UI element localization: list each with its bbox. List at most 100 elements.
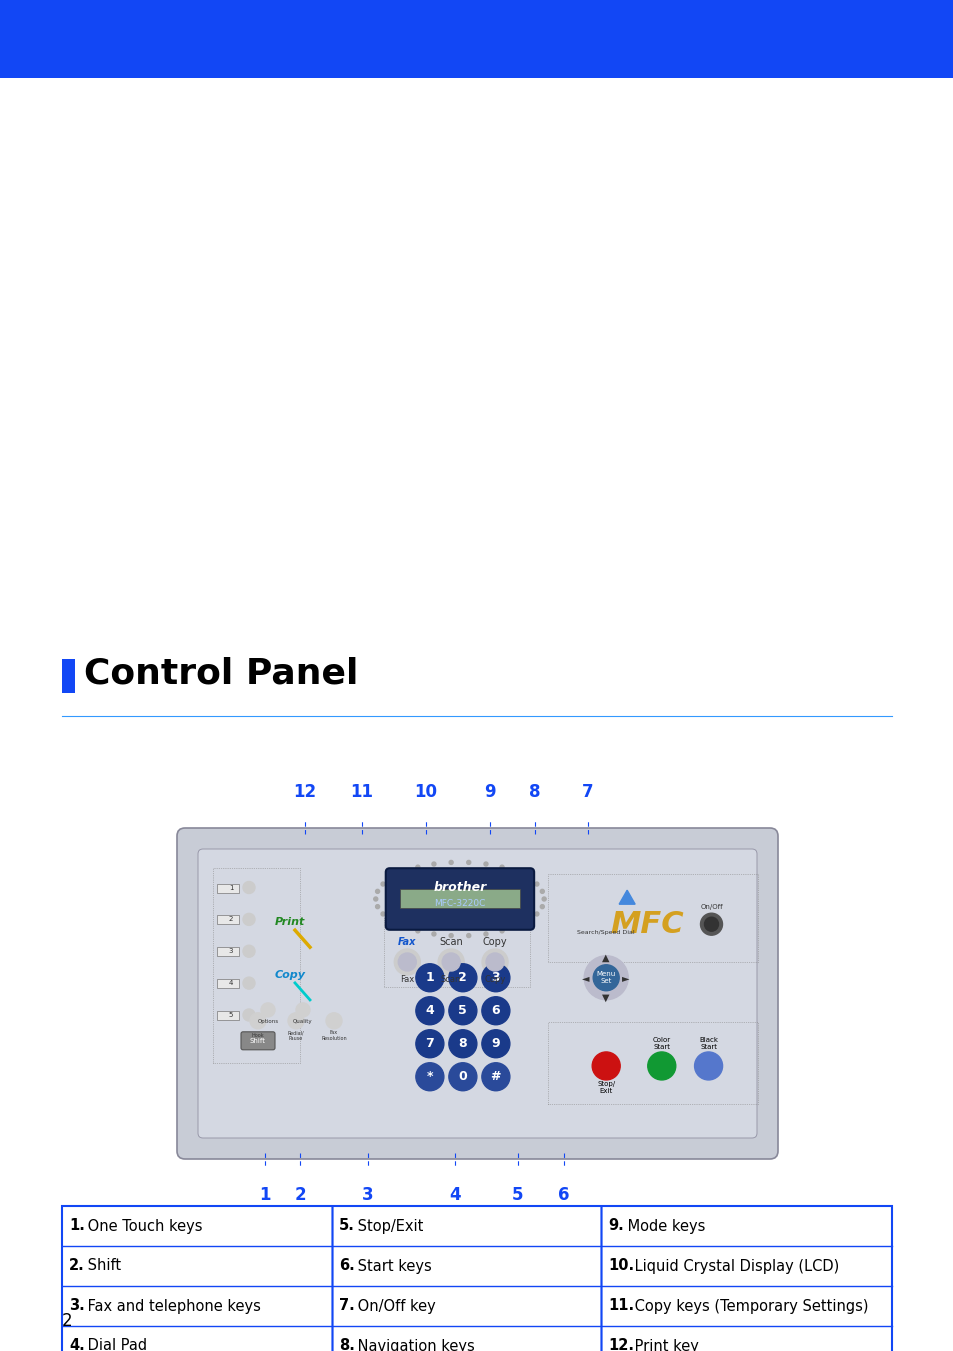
Text: Copy: Copy [482, 938, 507, 947]
FancyBboxPatch shape [177, 828, 778, 1159]
Bar [216, 916, 239, 924]
Circle shape [326, 1013, 341, 1029]
Text: Shift: Shift [83, 1259, 121, 1274]
Text: Stop/Exit: Stop/Exit [353, 1219, 423, 1233]
Text: Hook: Hook [252, 1034, 264, 1039]
Text: 6.: 6. [338, 1259, 355, 1274]
Circle shape [466, 934, 470, 938]
Text: Color
Start: Color Start [652, 1038, 670, 1051]
Text: Redial/
Pause: Redial/ Pause [288, 1031, 304, 1042]
Circle shape [700, 913, 721, 935]
Bar [216, 884, 239, 893]
Text: Control Panel: Control Panel [84, 657, 358, 690]
Circle shape [449, 997, 476, 1025]
FancyBboxPatch shape [385, 869, 534, 929]
Text: 6: 6 [558, 1186, 569, 1204]
Text: On/Off key: On/Off key [353, 1298, 436, 1313]
Text: Fax: Fax [397, 938, 416, 947]
Text: Mode keys: Mode keys [622, 1219, 704, 1233]
Circle shape [295, 1002, 310, 1017]
Circle shape [398, 952, 416, 971]
Text: 1.: 1. [69, 1219, 85, 1233]
Text: 2: 2 [458, 971, 467, 985]
Circle shape [416, 929, 419, 932]
Text: 1: 1 [259, 1186, 271, 1204]
Text: 0: 0 [458, 1070, 467, 1084]
Text: 3.: 3. [69, 1298, 85, 1313]
Text: 5: 5 [512, 1186, 523, 1204]
Text: 12.: 12. [608, 1339, 634, 1351]
Circle shape [432, 932, 436, 936]
Text: 9: 9 [484, 784, 496, 801]
Text: 8.: 8. [338, 1339, 355, 1351]
Text: 4.: 4. [69, 1339, 85, 1351]
Circle shape [261, 1002, 274, 1017]
Circle shape [416, 865, 419, 869]
Text: 3: 3 [491, 971, 499, 985]
Text: 5: 5 [458, 1004, 467, 1017]
Text: 7: 7 [425, 1038, 434, 1050]
Text: Copy keys (Temporary Settings): Copy keys (Temporary Settings) [629, 1298, 867, 1313]
Circle shape [539, 905, 544, 909]
Text: 2: 2 [294, 1186, 306, 1204]
Circle shape [401, 924, 405, 928]
Circle shape [514, 924, 517, 928]
Text: 8: 8 [529, 784, 540, 801]
Text: Scan: Scan [438, 938, 462, 947]
Circle shape [483, 862, 487, 866]
Text: MFC: MFC [610, 909, 683, 939]
Circle shape [437, 948, 464, 975]
Circle shape [416, 997, 443, 1025]
Text: Copy: Copy [274, 970, 305, 979]
Circle shape [390, 919, 394, 923]
Circle shape [243, 1009, 254, 1021]
Text: Fax
Resolution: Fax Resolution [321, 1031, 347, 1042]
Text: 10: 10 [414, 784, 437, 801]
Text: 4: 4 [425, 1004, 434, 1017]
Text: #: # [490, 1070, 500, 1084]
Text: 8: 8 [458, 1038, 467, 1050]
Circle shape [449, 1029, 476, 1058]
Circle shape [416, 1063, 443, 1090]
Text: Copy: Copy [484, 975, 505, 985]
Text: 3: 3 [362, 1186, 374, 1204]
Text: 12: 12 [294, 784, 316, 801]
Bar [547, 874, 758, 962]
Circle shape [449, 963, 476, 992]
Circle shape [449, 1063, 476, 1090]
Text: Quality: Quality [293, 1020, 313, 1024]
Circle shape [593, 965, 618, 990]
Circle shape [483, 932, 487, 936]
Text: 6: 6 [491, 1004, 499, 1017]
Text: Print key: Print key [629, 1339, 699, 1351]
Text: 7: 7 [581, 784, 593, 801]
Circle shape [647, 1052, 675, 1079]
Circle shape [288, 1013, 304, 1029]
Text: 11.: 11. [608, 1298, 634, 1313]
Text: 3: 3 [229, 948, 233, 954]
Bar [383, 917, 530, 988]
Circle shape [485, 952, 503, 971]
Text: Fax: Fax [399, 975, 414, 985]
Circle shape [535, 912, 538, 916]
Text: ▼: ▼ [601, 993, 609, 1002]
Circle shape [481, 948, 508, 975]
Text: Scan: Scan [440, 975, 461, 985]
Bar [216, 947, 239, 957]
Text: 2.: 2. [69, 1259, 85, 1274]
Text: Options: Options [257, 1020, 278, 1024]
Text: 9.: 9. [608, 1219, 623, 1233]
Bar [399, 889, 519, 908]
Text: Black
Start: Black Start [699, 1038, 718, 1051]
Bar [213, 867, 299, 1063]
Text: 2: 2 [62, 1312, 72, 1329]
Circle shape [499, 865, 503, 869]
Text: 4: 4 [449, 1186, 460, 1204]
Text: Fax and telephone keys: Fax and telephone keys [83, 1298, 261, 1313]
Circle shape [449, 861, 453, 865]
Bar [0, 0, 953, 78]
Circle shape [243, 977, 254, 989]
Circle shape [243, 881, 254, 893]
Text: 5: 5 [229, 1012, 233, 1019]
Text: On/Off: On/Off [700, 904, 722, 911]
